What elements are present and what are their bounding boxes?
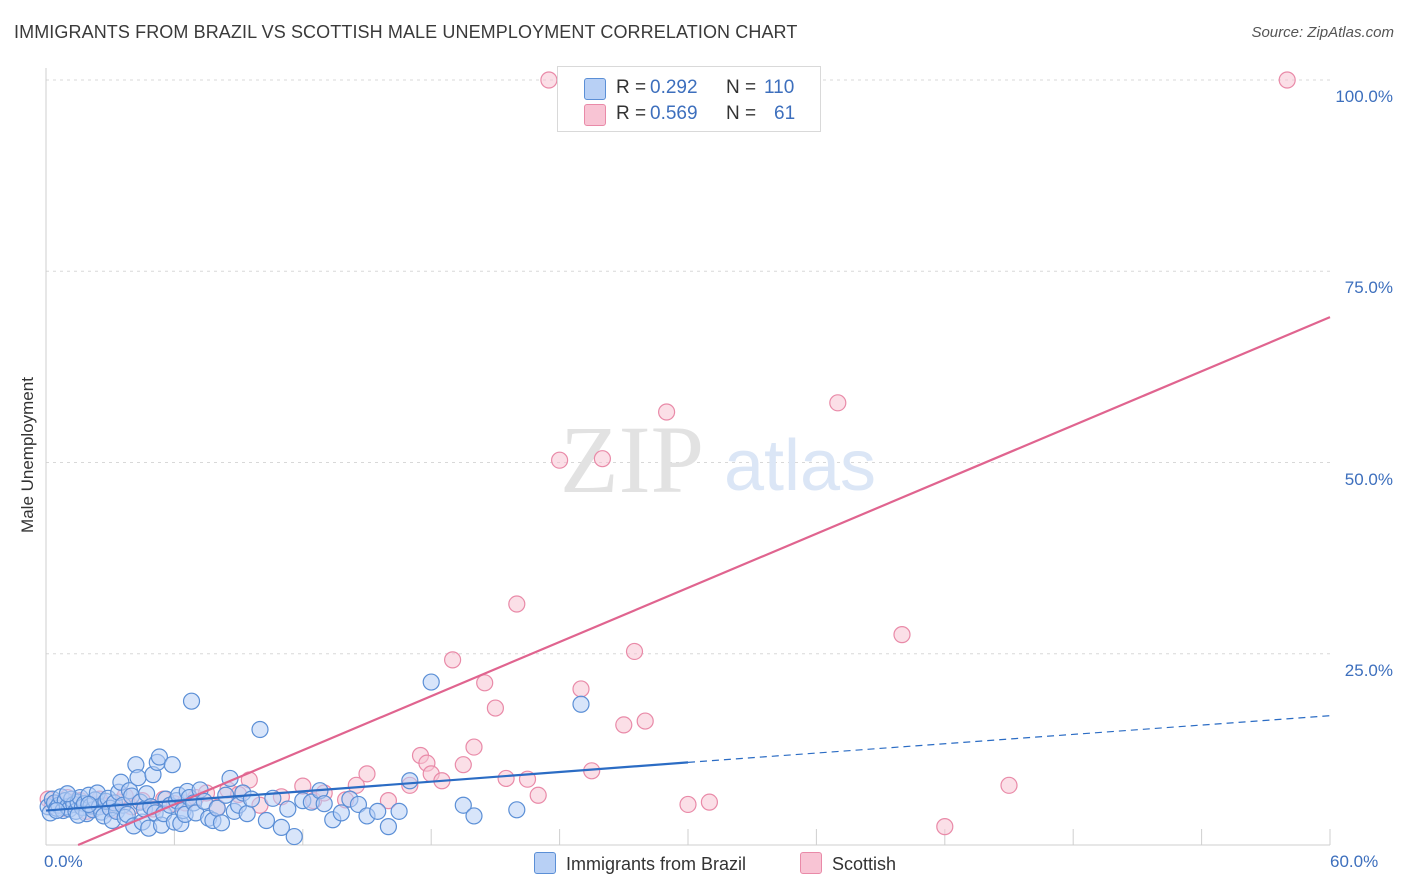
- brazil-point: [349, 795, 368, 814]
- legend-item-brazil-label: Immigrants from Brazil: [566, 854, 747, 874]
- scottish-point: [540, 71, 558, 89]
- source-label: Source: ZipAtlas.com: [1251, 24, 1394, 41]
- brazil-trend-extension: [687, 715, 1331, 763]
- brazil-point: [242, 790, 261, 808]
- scottish-point: [625, 642, 644, 661]
- y-tick-label: 100.0%: [1335, 87, 1393, 106]
- brazil-point: [182, 692, 201, 710]
- brazil-points: [39, 673, 590, 846]
- brazil-point: [251, 720, 269, 739]
- scottish-point: [497, 769, 515, 788]
- scottish-point: [454, 756, 472, 774]
- brazil-point: [58, 785, 77, 803]
- scottish-point: [593, 450, 612, 468]
- chart-title: IMMIGRANTS FROM BRAZIL VS SCOTTISH MALE …: [14, 22, 798, 42]
- scottish-point: [347, 776, 365, 794]
- scottish-point: [572, 680, 590, 698]
- brazil-point: [572, 695, 590, 713]
- legend-item-scottish-label: Scottish: [832, 854, 897, 874]
- legend-row-scottish: R = 0.569 N = 61: [558, 102, 820, 128]
- legend-swatch-scottish: [584, 104, 606, 126]
- legend-n-value-brazil: 110: [764, 77, 795, 98]
- series-legend: Immigrants from Brazil Scottish: [0, 852, 1406, 876]
- brazil-point: [315, 795, 333, 813]
- scottish-point: [1278, 71, 1296, 89]
- scottish-point: [615, 716, 633, 734]
- scottish-point: [636, 712, 654, 730]
- x-tick-min: 0.0%: [44, 852, 83, 871]
- brazil-point: [401, 772, 419, 790]
- legend-item-scottish: Scottish: [800, 852, 896, 875]
- watermark-zip: ZIP: [560, 406, 704, 513]
- brazil-point: [379, 818, 397, 836]
- brazil-point: [212, 814, 231, 832]
- scottish-point: [700, 793, 719, 811]
- legend-r-value-brazil: 0.292: [650, 77, 698, 98]
- scottish-point: [486, 699, 504, 717]
- scottish-point: [657, 403, 676, 421]
- y-tick-label: 25.0%: [1344, 660, 1393, 680]
- scottish-trend-line: [77, 316, 1331, 847]
- legend-row-brazil: R = 0.292 N = 110: [558, 76, 820, 102]
- y-tick-label: 75.0%: [1344, 278, 1393, 298]
- scottish-point: [936, 818, 954, 836]
- brazil-point: [390, 802, 408, 820]
- legend-item-brazil: Immigrants from Brazil: [534, 852, 746, 875]
- brazil-point: [80, 795, 98, 814]
- legend-r-label: R =: [616, 77, 647, 98]
- brazil-point: [129, 769, 147, 787]
- brazil-point: [163, 756, 181, 774]
- brazil-point: [508, 801, 526, 819]
- brazil-point: [272, 818, 290, 837]
- legend-n-label: N =: [726, 103, 757, 124]
- scottish-point: [465, 738, 483, 756]
- brazil-point: [257, 811, 276, 830]
- trend-lines: [45, 316, 1331, 847]
- scottish-point: [1000, 776, 1018, 794]
- scottish-point: [529, 786, 547, 804]
- scottish-point: [358, 765, 376, 783]
- brazil-point: [285, 827, 303, 846]
- brazil-point: [279, 800, 297, 818]
- correlation-legend: R = 0.292 N = 110 R = 0.569 N = 61: [557, 66, 821, 132]
- legend-r-value-scottish: 0.569: [650, 103, 698, 124]
- brazil-point: [369, 802, 387, 820]
- brazil-point: [454, 796, 472, 814]
- scottish-point: [829, 394, 847, 412]
- legend-swatch-scottish: [800, 852, 822, 874]
- brazil-point: [238, 805, 256, 823]
- brazil-trend-line: [45, 761, 689, 812]
- brazil-point: [332, 804, 350, 822]
- legend-n-value-scottish: 61: [774, 103, 796, 124]
- y-tick-label: 50.0%: [1344, 469, 1393, 489]
- brazil-point: [465, 807, 483, 825]
- watermark-atlas: atlas: [724, 426, 876, 506]
- scottish-point: [550, 451, 569, 469]
- legend-swatch-brazil: [534, 852, 556, 874]
- brazil-point: [150, 748, 169, 766]
- watermark: ZIP atlas: [560, 406, 876, 513]
- brazil-point: [422, 673, 440, 691]
- scottish-point: [508, 595, 526, 613]
- grid-lines: [46, 79, 1330, 655]
- legend-n-label: N =: [726, 77, 757, 98]
- scottish-point: [893, 626, 911, 644]
- legend-r-label: R =: [616, 103, 647, 124]
- scottish-point: [444, 651, 462, 669]
- brazil-point: [217, 786, 235, 804]
- scottish-point: [679, 795, 697, 814]
- x-tick-max: 60.0%: [1330, 852, 1379, 871]
- scottish-point: [379, 792, 397, 810]
- legend-swatch-brazil: [584, 78, 606, 100]
- scottish-point: [476, 674, 494, 692]
